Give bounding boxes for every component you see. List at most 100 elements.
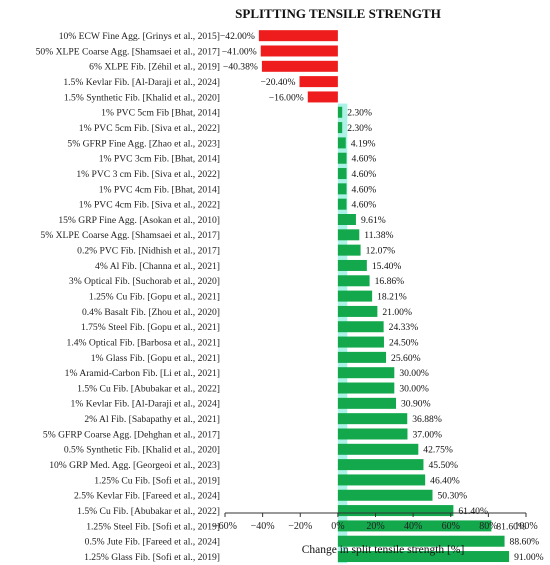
category-label: 1.25% Cu Fib. [Gopu et al., 2021] — [89, 292, 220, 303]
bar — [261, 60, 338, 72]
bar — [337, 474, 426, 486]
x-tick-label: 0% — [331, 521, 344, 532]
value-label: 12.07% — [366, 246, 396, 257]
bar — [337, 489, 433, 501]
bar — [307, 91, 338, 103]
category-label: 15% GRP Fine Agg. [Asokan et al., 2010] — [58, 215, 220, 226]
value-label: −41.00% — [222, 46, 257, 57]
x-tick-label: −20% — [288, 521, 312, 532]
value-label: 4.19% — [351, 138, 376, 149]
value-label: 81.60% — [496, 521, 526, 532]
value-label: 11.38% — [364, 230, 393, 241]
value-label: 42.75% — [423, 445, 453, 456]
category-label: 6% XLPE Fib. [Zéhil et al., 2019] — [89, 62, 220, 73]
value-label: 88.60% — [510, 537, 540, 548]
category-label: 0.2% PVC Fib. [Nidhish et al., 2017] — [77, 246, 220, 257]
value-label: 4.60% — [352, 154, 377, 165]
value-label: 25.60% — [391, 353, 421, 364]
value-label: 30.00% — [399, 368, 429, 379]
category-label: 1.75% Steel Fib. [Gopu et al., 2021] — [81, 322, 220, 333]
x-tick-label: −60% — [213, 521, 237, 532]
category-label: 1.5% Cu Fib. [Abubakar et al., 2022] — [77, 506, 220, 517]
bar — [337, 229, 360, 241]
bar — [337, 443, 419, 455]
x-axis-label: Change in split tensile strength [%] — [302, 544, 465, 556]
category-label: 1% Kevlar Fib. [Al-Daraji et al., 2024] — [71, 399, 220, 410]
value-label: 30.00% — [399, 383, 429, 394]
highlight-band — [337, 103, 348, 564]
category-label: 1% Aramid-Carbon Fib. [Li et al., 2021] — [65, 368, 220, 379]
category-label: 50% XLPE Coarse Agg. [Shamsaei et al., 2… — [36, 46, 220, 57]
category-label: 5% GFRP Fine Agg. [Zhao et al., 2023] — [67, 138, 220, 149]
category-label: 1.5% Kevlar Fib. [Al-Daraji et al., 2024… — [63, 77, 220, 88]
bar — [337, 122, 343, 134]
category-label: 1.25% Cu Fib. [Sofi et al., 2019] — [94, 475, 220, 486]
x-tick-label: −40% — [251, 521, 275, 532]
value-label: 9.61% — [361, 215, 386, 226]
value-label: 2.30% — [347, 108, 372, 119]
value-label: 4.60% — [352, 169, 377, 180]
x-tick-label: 80% — [479, 521, 497, 532]
value-label: 16.86% — [375, 276, 405, 287]
value-label: 24.50% — [389, 337, 419, 348]
value-label: 30.90% — [401, 399, 431, 410]
x-tick-label: 20% — [366, 521, 384, 532]
bar — [337, 505, 454, 517]
value-label: 46.40% — [430, 475, 460, 486]
category-label: 10% GRP Med. Agg. [Georgeoi et al., 2023… — [49, 460, 220, 471]
value-label: −20.40% — [260, 77, 295, 88]
category-label: 0.4% Basalt Fib. [Zhou et al., 2020] — [82, 307, 220, 318]
category-labels-layer: 10% ECW Fine Agg. [Grinys et al., 2015] 5… — [36, 31, 220, 563]
category-label: 3% Optical Fib. [Suchorab et al., 2020] — [69, 276, 220, 287]
bar — [337, 551, 510, 563]
category-label: 1% PVC 3cm Fib. [Bhat, 2014] — [99, 154, 220, 165]
bar — [337, 367, 395, 379]
bar — [337, 321, 384, 333]
value-label: 15.40% — [372, 261, 402, 272]
category-label: 1% PVC 4cm Fib. [Siva et al., 2022] — [79, 200, 220, 211]
value-label: 18.21% — [377, 292, 407, 303]
bar — [337, 168, 347, 180]
bar — [337, 520, 492, 532]
category-label: 1% PVC 5cm Fib. [Siva et al., 2022] — [79, 123, 220, 134]
bar — [337, 535, 505, 547]
value-label: 36.88% — [412, 414, 442, 425]
category-label: 10% ECW Fine Agg. [Grinys et al., 2015] — [59, 31, 220, 42]
value-label: 2.30% — [347, 123, 372, 134]
bar — [337, 397, 397, 409]
x-tick-label: 40% — [404, 521, 422, 532]
category-label: 2.5% Kevlar Fib. [Fareed et al., 2024] — [74, 491, 220, 502]
category-label: 2% Al Fib. [Sabapathy et al., 2021] — [84, 414, 220, 425]
value-label: 4.60% — [352, 200, 377, 211]
bar — [337, 382, 395, 394]
category-label: 1.4% Optical Fib. [Barbosa et al., 2021] — [67, 337, 220, 348]
value-labels-layer: −42.00% −41.00% −40.38%−20.40% −16.00% 2.30%… — [220, 31, 544, 563]
category-label: 5% GFRP Coarse Agg. [Dehghan et al., 201… — [43, 429, 220, 440]
x-axis-layer: −60% −40% −20% 0% 20% 40% 60% 80% 100% — [213, 512, 538, 532]
bar — [337, 336, 384, 348]
bar — [337, 183, 347, 195]
bar — [337, 152, 347, 164]
category-label: 1.25% Steel Fib. [Sofi et al., 2019] — [86, 521, 220, 532]
category-label: 1% PVC 5cm Fib [Bhat, 2014] — [101, 108, 220, 119]
bar — [337, 275, 370, 287]
value-label: 37.00% — [412, 429, 442, 440]
x-tick-label: 60% — [442, 521, 460, 532]
bar — [337, 198, 347, 210]
value-label: 4.60% — [352, 184, 377, 195]
value-label: 91.00% — [514, 552, 544, 563]
bar — [337, 259, 367, 271]
bar — [337, 305, 378, 317]
bar — [258, 30, 338, 42]
category-label: 1.25% Glass Fib. [Sofi et al., 2019] — [84, 552, 220, 563]
category-label: 0.5% Synthetic Fib. [Khalid et al., 2020… — [64, 445, 220, 456]
category-label: 1% PVC 4cm Fib. [Bhat, 2014] — [99, 184, 220, 195]
bar — [337, 244, 361, 256]
category-label: 0.5% Jute Fib. [Fareed et al., 2024] — [85, 537, 220, 548]
value-label: −42.00% — [220, 31, 255, 42]
category-label: 1.5% Cu Fib. [Abubakar et al., 2022] — [77, 383, 220, 394]
value-label: −40.38% — [223, 62, 258, 73]
bars-layer — [258, 30, 510, 563]
